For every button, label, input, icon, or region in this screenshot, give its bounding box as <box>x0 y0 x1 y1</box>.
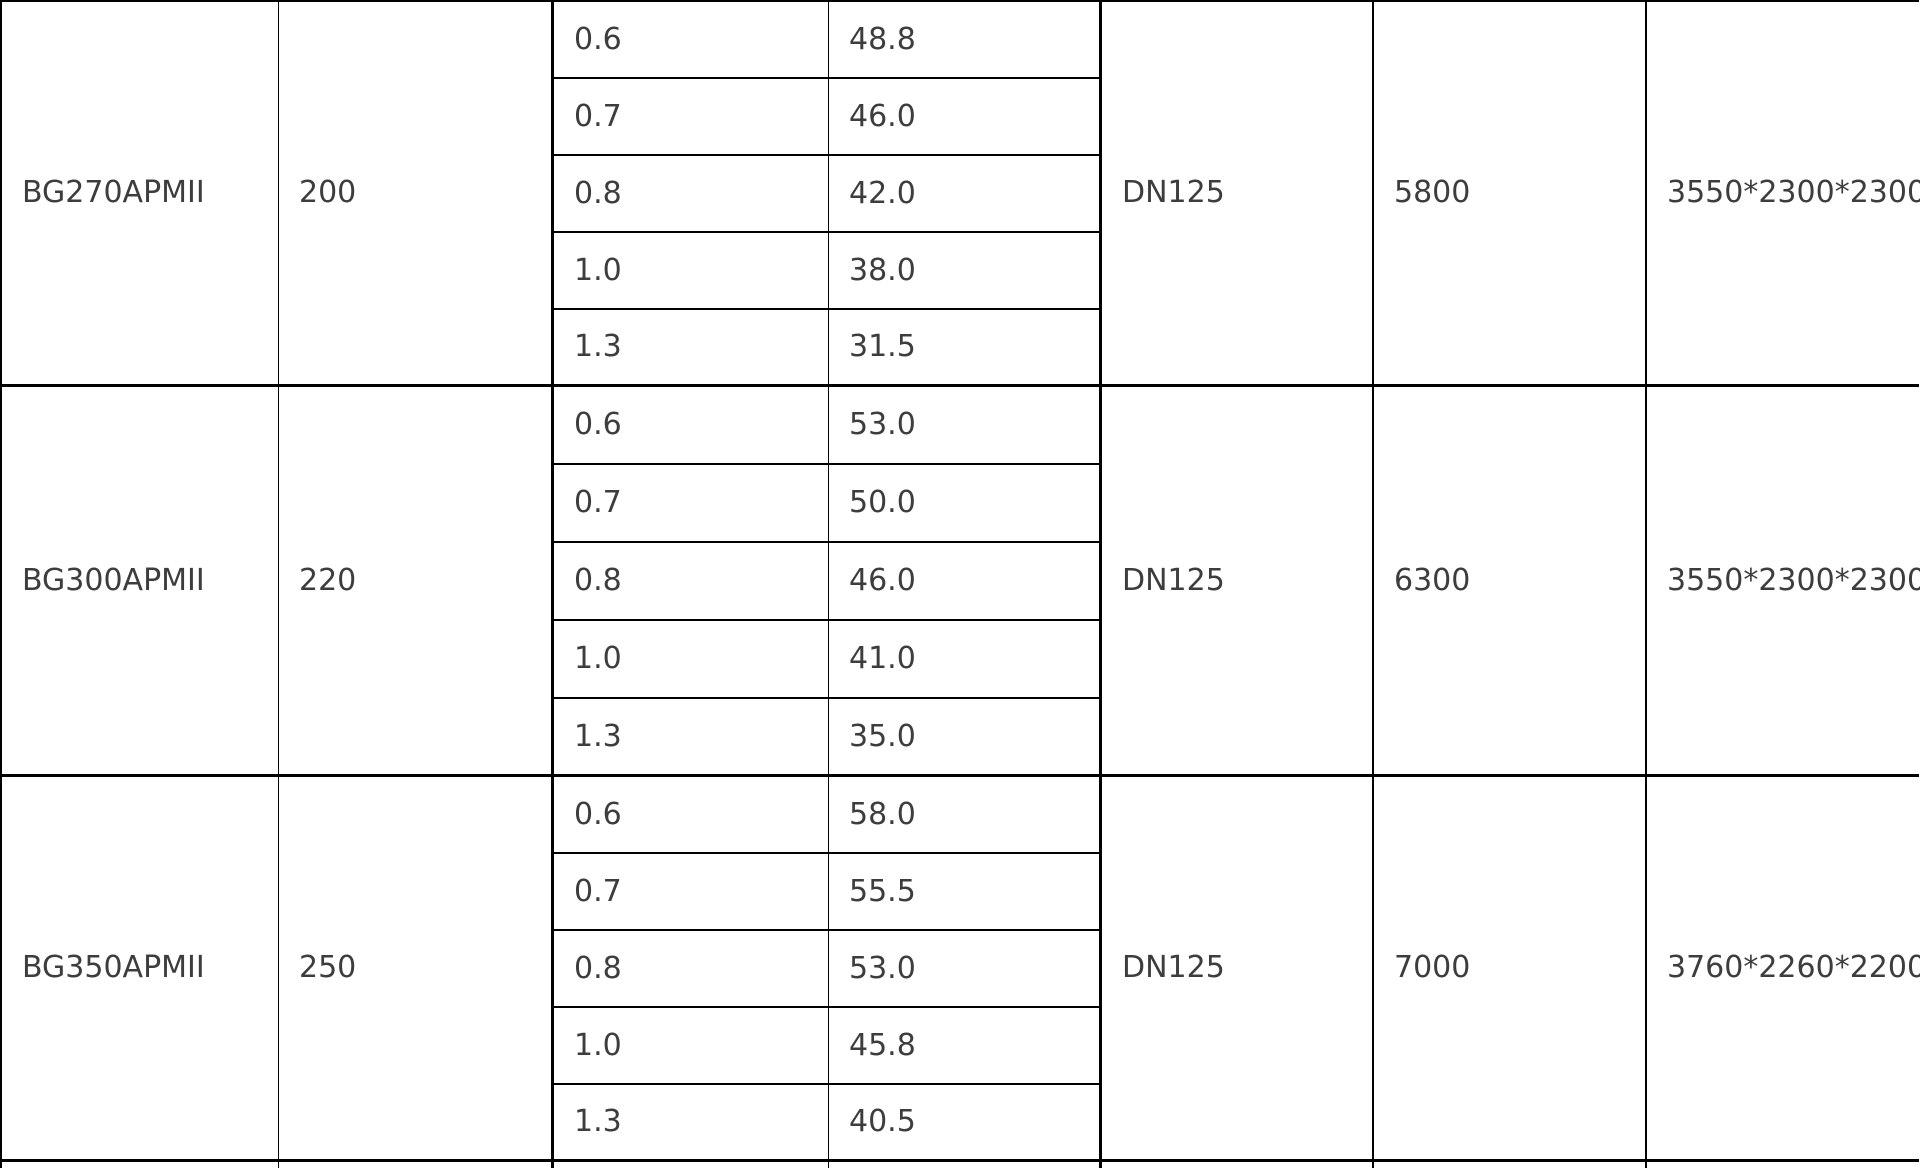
model-cell <box>2 1162 279 1168</box>
dimensions-cell: 3550*2300*2300 <box>1647 2 1920 387</box>
dimensions-cell: 3550*2300*2300 <box>1647 387 1920 777</box>
dimensions-cell <box>1647 1162 1919 1168</box>
capacity-cell: 42.0 <box>829 156 1102 233</box>
power-cell <box>279 1162 554 1168</box>
dimensions-cell: 3760*2260*2200 <box>1647 777 1920 1162</box>
pressure-cell: 1.3 <box>554 310 829 387</box>
power-cell: 220 <box>279 387 554 777</box>
pressure-cell: 0.7 <box>554 79 829 156</box>
pressure-cell <box>554 1162 829 1168</box>
capacity-cell: 55.5 <box>829 854 1102 931</box>
model-cell: BG300APMII <box>2 387 279 777</box>
capacity-cell: 41.0 <box>829 621 1102 699</box>
power-cell: 250 <box>279 777 554 1162</box>
outlet-cell: DN125 <box>1102 2 1374 387</box>
pressure-cell: 0.6 <box>554 2 829 79</box>
pressure-cell: 0.8 <box>554 931 829 1008</box>
pressure-cell: 1.3 <box>554 699 829 777</box>
pressure-cell: 1.0 <box>554 1008 829 1085</box>
capacity-cell: 53.0 <box>829 387 1102 465</box>
capacity-cell: 31.5 <box>829 310 1102 387</box>
outlet-cell: DN125 <box>1102 777 1374 1162</box>
weight-cell <box>1374 1162 1647 1168</box>
weight-cell: 5800 <box>1374 2 1647 387</box>
pressure-cell: 1.0 <box>554 621 829 699</box>
capacity-cell: 46.0 <box>829 543 1102 621</box>
pressure-cell: 0.6 <box>554 387 829 465</box>
power-cell: 200 <box>279 2 554 387</box>
pressure-cell: 0.7 <box>554 854 829 931</box>
capacity-cell: 38.0 <box>829 233 1102 310</box>
pressure-cell: 0.8 <box>554 543 829 621</box>
capacity-cell: 53.0 <box>829 931 1102 1008</box>
outlet-cell <box>1102 1162 1374 1168</box>
weight-cell: 7000 <box>1374 777 1647 1162</box>
capacity-cell: 45.8 <box>829 1008 1102 1085</box>
capacity-cell: 58.0 <box>829 777 1102 854</box>
capacity-cell: 46.0 <box>829 79 1102 156</box>
capacity-cell: 35.0 <box>829 699 1102 777</box>
capacity-cell: 48.8 <box>829 2 1102 79</box>
outlet-cell: DN125 <box>1102 387 1374 777</box>
pressure-cell: 1.0 <box>554 233 829 310</box>
model-cell: BG350APMII <box>2 777 279 1162</box>
pressure-cell: 0.8 <box>554 156 829 233</box>
capacity-cell: 50.0 <box>829 465 1102 543</box>
weight-cell: 6300 <box>1374 387 1647 777</box>
capacity-cell <box>829 1162 1102 1168</box>
pressure-cell: 1.3 <box>554 1085 829 1162</box>
pressure-cell: 0.7 <box>554 465 829 543</box>
model-cell: BG270APMII <box>2 2 279 387</box>
capacity-cell: 40.5 <box>829 1085 1102 1162</box>
pressure-cell: 0.6 <box>554 777 829 854</box>
